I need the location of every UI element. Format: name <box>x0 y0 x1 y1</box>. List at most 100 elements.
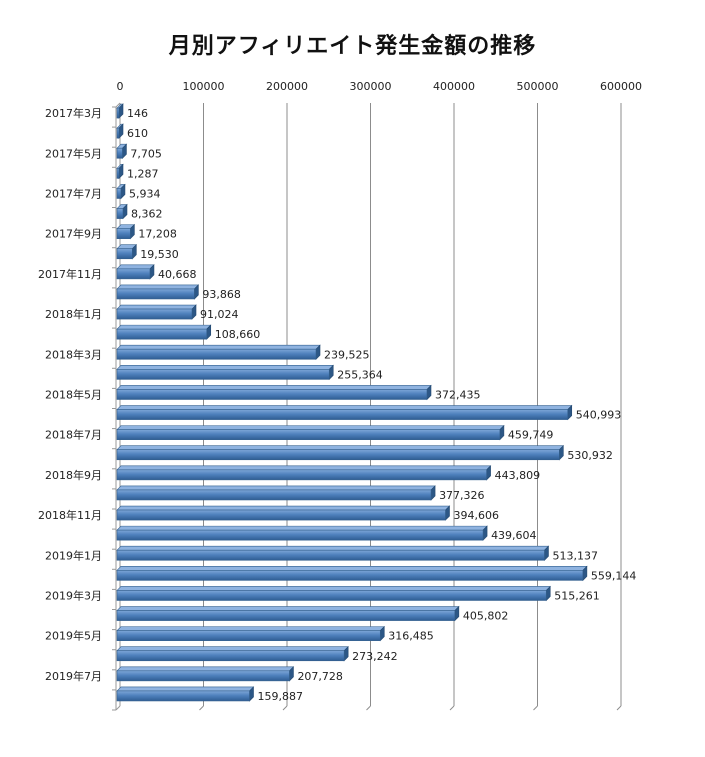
bar-front-face <box>116 348 317 360</box>
gridline-depth <box>449 705 455 711</box>
y-category-label: 2018年3月 <box>45 347 102 361</box>
bar-top-face <box>116 485 436 491</box>
y-category-label: 2017年5月 <box>45 146 102 160</box>
axis-corner-line <box>115 705 121 711</box>
data-label: 610 <box>127 127 148 140</box>
bar-top-face <box>116 465 492 471</box>
bar-front-face <box>116 489 432 501</box>
x-tick-label: 0 <box>117 80 124 93</box>
data-label: 146 <box>127 107 148 120</box>
bar-top-face <box>116 505 451 511</box>
bar <box>116 223 136 240</box>
data-label: 159,887 <box>258 690 304 703</box>
data-label: 19,530 <box>140 248 179 261</box>
data-label: 255,364 <box>337 368 383 381</box>
bar-top-face <box>116 626 385 631</box>
bar-front-face <box>116 147 123 159</box>
data-label: 91,024 <box>200 308 239 321</box>
y-category-label: 2019年3月 <box>45 588 102 602</box>
bar <box>116 384 432 401</box>
bar-top-face <box>116 606 460 611</box>
bar <box>116 525 488 541</box>
bar <box>116 686 255 702</box>
bar <box>116 264 155 280</box>
gridline-depth <box>616 705 622 711</box>
bar-front-face <box>116 529 484 541</box>
data-label: 439,604 <box>491 529 537 542</box>
bar <box>116 143 128 159</box>
bar-top-face <box>116 425 505 430</box>
bar-front-face <box>116 690 250 702</box>
data-label: 316,485 <box>388 630 434 643</box>
data-label: 459,749 <box>508 429 553 442</box>
data-label: 17,208 <box>138 228 177 241</box>
y-category-label: 2017年9月 <box>45 227 102 241</box>
bar-top-face <box>116 666 295 672</box>
bar-front-face <box>116 308 193 320</box>
y-category-label: 2018年11月 <box>38 508 102 522</box>
data-label: 207,728 <box>297 670 343 683</box>
bar-top-face <box>116 646 349 652</box>
data-label: 559,144 <box>591 569 637 582</box>
y-category-label: 2019年7月 <box>45 669 102 683</box>
data-label: 443,809 <box>495 469 541 482</box>
bar-front-face <box>116 590 547 601</box>
bar-top-face <box>116 445 565 451</box>
gridline-depth <box>533 705 538 711</box>
y-category-label: 2017年11月 <box>38 267 102 281</box>
data-label: 513,137 <box>552 549 598 562</box>
bar <box>116 445 565 461</box>
bar <box>116 585 551 602</box>
data-label: 372,435 <box>435 388 481 401</box>
chart-title: 月別アフィリエイト発生金額の推移 <box>168 34 537 59</box>
data-label: 515,261 <box>554 589 600 602</box>
gridline-depth <box>366 705 371 711</box>
x-tick-label: 600000 <box>600 80 642 93</box>
bar-front-face <box>116 107 120 119</box>
x-tick-label: 200000 <box>266 80 308 93</box>
bar-front-face <box>116 509 446 521</box>
bar-front-face <box>116 630 381 641</box>
gridline-depth <box>199 705 204 711</box>
bar-front-face <box>116 188 122 199</box>
data-label: 7,705 <box>130 147 162 160</box>
bar <box>116 284 200 300</box>
bar-front-face <box>116 429 501 440</box>
data-label: 108,660 <box>215 328 260 341</box>
axis-corner-top-line <box>115 102 121 108</box>
y-category-label: 2017年7月 <box>45 186 102 200</box>
gridline-depth <box>282 705 288 711</box>
bar <box>116 163 124 180</box>
bar-top-face <box>116 304 197 310</box>
data-label: 530,932 <box>567 449 613 462</box>
bar-front-face <box>116 328 208 340</box>
y-category-label: 2018年9月 <box>45 468 102 482</box>
bar-top-face <box>116 525 488 531</box>
bar-front-face <box>116 228 131 239</box>
data-label: 377,326 <box>439 489 485 502</box>
bar-front-face <box>116 409 569 420</box>
bar-front-face <box>116 469 487 481</box>
y-category-labels: 2017年3月 2017年5月 2017年7月 2017年9月 2017年11月 2018… <box>38 106 102 683</box>
bar <box>116 103 124 119</box>
bar-front-face <box>116 650 345 662</box>
bar-top-face <box>116 566 588 571</box>
bar <box>116 304 197 320</box>
bar-top-face <box>116 344 321 350</box>
x-tick-label: 500000 <box>517 80 559 93</box>
bar <box>116 605 460 622</box>
bar <box>116 123 124 139</box>
bar <box>116 324 212 340</box>
bar <box>116 465 492 481</box>
bar <box>116 625 385 642</box>
data-label: 239,525 <box>324 348 370 361</box>
bar-top-face <box>116 545 550 551</box>
data-labels: 146 610 7,705 1,287 5,934 8,362 17,208 19,530 40… <box>127 107 636 703</box>
bar-front-face <box>116 288 195 300</box>
data-label: 40,668 <box>158 268 197 281</box>
y-category-label: 2019年5月 <box>45 629 102 643</box>
bar <box>116 183 126 200</box>
data-label: 405,802 <box>463 610 509 623</box>
bar <box>116 364 334 381</box>
bar <box>116 344 321 360</box>
